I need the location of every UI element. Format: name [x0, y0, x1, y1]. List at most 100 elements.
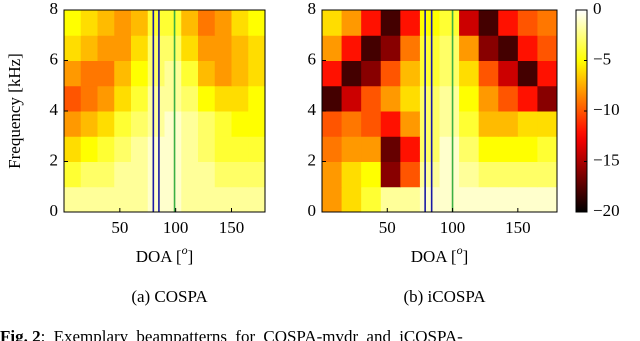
heatmap-cell	[248, 186, 266, 213]
figure-caption: Fig. 2: Exemplary beampatterns for COSPA…	[0, 327, 463, 341]
heatmap-cell	[80, 85, 98, 112]
heatmap-cell	[198, 60, 216, 87]
x-tick-label: 100	[163, 218, 189, 237]
heatmap-cell	[400, 85, 421, 112]
heatmap-cell	[64, 60, 82, 87]
heatmap-cell	[439, 10, 460, 36]
heatmap-cell	[517, 161, 538, 188]
heatmap-cell	[361, 85, 382, 112]
heatmap-cell	[97, 161, 115, 188]
heatmap-cell	[322, 60, 343, 87]
heatmap-cell	[80, 136, 98, 162]
heatmap-cell	[459, 85, 480, 112]
panel-caption: (a) COSPA	[131, 287, 208, 306]
heatmap-cell	[97, 136, 115, 162]
heatmap-cell	[231, 10, 249, 36]
heatmap-cell	[97, 10, 115, 36]
x-axis-label-sup: o	[457, 243, 463, 257]
heatmap-cell	[322, 161, 343, 188]
heatmap-cell	[478, 35, 499, 61]
heatmap-cell	[198, 161, 216, 188]
heatmap-cell	[214, 60, 232, 87]
heatmap-cell	[419, 136, 440, 162]
heatmap-cell	[131, 136, 149, 162]
heatmap-cell	[361, 10, 382, 36]
heatmap-cell	[478, 161, 499, 188]
heatmap-cell	[114, 85, 132, 112]
heatmap-cell	[341, 10, 362, 36]
heatmap-cell	[537, 60, 558, 87]
heatmap-cell	[380, 136, 401, 162]
heatmap-cell	[131, 111, 149, 137]
heatmap-cell	[439, 85, 460, 112]
heatmap-cell	[459, 35, 480, 61]
heatmap-cell	[164, 85, 182, 112]
x-axis-label-text: DOA [	[136, 247, 182, 266]
heatmap-cell	[361, 35, 382, 61]
heatmap-cell	[214, 136, 232, 162]
heatmap-cell	[537, 186, 558, 213]
x-axis-label-end: ]	[463, 247, 469, 266]
heatmap-cell	[439, 35, 460, 61]
heatmap-cell	[64, 136, 82, 162]
heatmap-cell	[419, 186, 440, 213]
heatmap-cell	[248, 111, 266, 137]
heatmap-cell	[341, 35, 362, 61]
heatmap-cell	[439, 111, 460, 137]
colorbar-tick-label: 0	[593, 0, 602, 18]
heatmap-cell	[517, 186, 538, 213]
heatmap-cell	[419, 111, 440, 137]
heatmap-cell	[419, 85, 440, 112]
y-tick-label: 0	[50, 201, 59, 220]
heatmap-cell	[380, 85, 401, 112]
y-tick-label: 8	[50, 0, 59, 18]
heatmap-cell	[380, 186, 401, 213]
heatmap-cell	[400, 10, 421, 36]
heatmap-cell	[248, 60, 266, 87]
y-tick-label: 4	[50, 100, 59, 119]
heatmap-cell	[164, 186, 182, 213]
x-tick-label: 50	[379, 218, 396, 237]
heatmap-cell	[537, 136, 558, 162]
colorbar-tick-label: −15	[593, 150, 620, 169]
heatmap-cell	[214, 111, 232, 137]
heatmap-cell	[498, 136, 519, 162]
heatmap-cell	[517, 60, 538, 87]
heatmap-cell	[248, 35, 266, 61]
heatmap-cell	[459, 60, 480, 87]
heatmap-cell	[147, 136, 165, 162]
heatmap-cell	[439, 186, 460, 213]
heatmap-cell	[419, 60, 440, 87]
y-tick-label: 2	[308, 150, 317, 169]
heatmap-cell	[400, 186, 421, 213]
heatmap-cell	[114, 136, 132, 162]
heatmap-cell	[459, 111, 480, 137]
heatmap-cell	[231, 85, 249, 112]
heatmap-cell	[64, 85, 82, 112]
heatmap-cell	[131, 161, 149, 188]
heatmap-cell	[198, 136, 216, 162]
heatmap-cell	[181, 161, 199, 188]
x-axis-label-end: ]	[188, 247, 194, 266]
heatmap-cell	[181, 60, 199, 87]
heatmap-cell	[419, 10, 440, 36]
heatmap-cell	[64, 10, 82, 36]
heatmap-cell	[478, 10, 499, 36]
y-tick-label: 0	[308, 201, 317, 220]
heatmap-cell	[131, 35, 149, 61]
heatmap-cell	[478, 136, 499, 162]
heatmap-cell	[400, 60, 421, 87]
heatmap-cell	[80, 35, 98, 61]
heatmap-cell	[248, 85, 266, 112]
heatmap	[64, 10, 266, 213]
heatmap-cell	[164, 60, 182, 87]
heatmap-cell	[322, 10, 343, 36]
heatmap-cell	[361, 186, 382, 213]
heatmap-cell	[147, 85, 165, 112]
heatmap-cell	[164, 35, 182, 61]
heatmap-cell	[80, 10, 98, 36]
heatmap-cell	[478, 111, 499, 137]
heatmap-cell	[478, 186, 499, 213]
heatmap-cell	[419, 161, 440, 188]
